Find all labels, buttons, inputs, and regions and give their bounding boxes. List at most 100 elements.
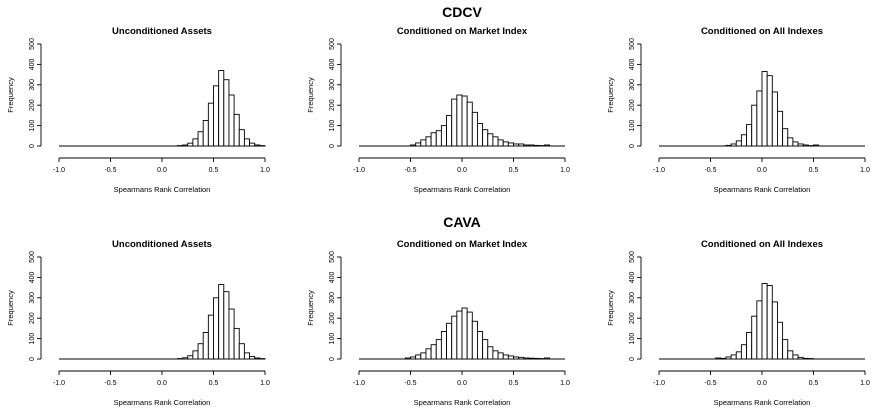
x-tick-label: -1.0	[653, 380, 665, 387]
group-title-cdcv: CDCV	[442, 4, 482, 20]
histogram-bar	[213, 297, 220, 360]
histogram-bar	[797, 356, 804, 360]
histogram-bar	[218, 284, 225, 360]
histogram-bar	[730, 354, 737, 360]
histogram-bar	[218, 70, 225, 147]
histogram-bar	[497, 139, 504, 147]
histogram-bar	[487, 133, 494, 147]
y-tick-label: 300	[629, 292, 636, 304]
x-tick-label: 0.0	[457, 167, 467, 174]
histogram-bar	[233, 113, 240, 147]
histogram-bar	[735, 140, 742, 147]
y-tick-label: 400	[629, 271, 636, 283]
histogram-bar	[513, 356, 520, 360]
histogram-bar	[777, 110, 784, 147]
histogram-bar	[487, 346, 494, 360]
histogram-bar	[725, 144, 732, 147]
histogram-bar	[415, 354, 422, 360]
y-axis-label: Frequency	[306, 290, 315, 326]
histogram-bar	[518, 356, 525, 360]
histogram-bar	[197, 343, 204, 360]
x-tick-label: -0.5	[704, 167, 716, 174]
histogram-bar	[543, 144, 551, 147]
x-axis-label: Spearmans Rank Correlation	[114, 185, 211, 194]
x-tick-label: 1.0	[560, 167, 570, 174]
x-tick-label: 1.0	[560, 380, 570, 387]
histogram-bar	[730, 143, 737, 147]
histogram-bar	[228, 94, 235, 147]
histogram-bar	[533, 144, 540, 147]
histogram-bar	[507, 142, 514, 147]
y-tick-label: 0	[29, 357, 36, 361]
histogram-bar	[502, 141, 509, 147]
histogram-bar	[182, 144, 189, 147]
y-axis-label: Frequency	[6, 77, 15, 113]
x-tick-label: 1.0	[260, 167, 270, 174]
x-tick-label: -0.5	[104, 380, 116, 387]
histogram-bar	[482, 129, 489, 147]
histogram-bar	[782, 339, 789, 360]
histogram-bar	[715, 357, 722, 360]
histogram-bar	[456, 94, 463, 147]
histogram-bar	[720, 357, 727, 360]
histogram-bar	[543, 357, 551, 360]
y-tick-label: 0	[29, 144, 36, 148]
histogram-bar	[766, 75, 773, 147]
histogram-bar	[466, 311, 473, 360]
x-axis-label: Spearmans Rank Correlation	[114, 398, 211, 407]
histogram-bar	[228, 308, 235, 360]
histogram-bar	[404, 357, 411, 360]
histogram-bar	[420, 139, 427, 147]
histogram-bar	[223, 291, 230, 360]
y-tick-label: 500	[629, 38, 636, 50]
x-tick-label: 1.0	[260, 380, 270, 387]
histogram-bar	[435, 130, 442, 147]
histogram-bar	[420, 352, 427, 360]
panel-title: Conditioned on Market Index	[397, 26, 528, 37]
histogram-panel: Conditioned on All Indexes -1.0 -0.5 0.0 0.5…	[606, 239, 870, 407]
histogram-bar	[802, 357, 809, 360]
histogram-bar	[410, 144, 417, 147]
histogram-bar	[430, 344, 437, 360]
histogram-bar	[192, 350, 199, 360]
histogram-bar	[187, 355, 194, 360]
histogram-bar	[207, 314, 214, 360]
y-tick-label: 200	[329, 99, 336, 111]
histogram-bar	[735, 351, 742, 360]
y-tick-label: 400	[29, 271, 36, 283]
x-tick-label: -0.5	[404, 380, 416, 387]
histogram-bar	[507, 355, 514, 360]
histogram-bar	[213, 85, 220, 147]
histogram-bar	[740, 344, 748, 360]
histogram-bar	[523, 144, 530, 147]
histogram-bar	[725, 356, 732, 360]
histogram-bar	[777, 321, 784, 360]
x-tick-label: -0.5	[104, 167, 116, 174]
y-tick-label: 500	[329, 251, 336, 263]
x-tick-label: -0.5	[404, 167, 416, 174]
x-tick-label: 1.0	[860, 380, 870, 387]
x-tick-label: -1.0	[653, 167, 665, 174]
histogram-bar	[787, 350, 794, 360]
panels: Unconditioned Assets -1.0 -0.5 0.0 0.5 1.0 Spe…	[6, 26, 870, 407]
histogram-bar	[446, 114, 453, 147]
x-tick-label: -0.5	[704, 380, 716, 387]
histogram-bar	[440, 331, 447, 360]
y-tick-label: 500	[29, 38, 36, 50]
histogram-bar	[192, 138, 199, 147]
histogram-bar	[756, 300, 763, 360]
histogram-bar	[751, 315, 758, 360]
histogram-bar	[233, 327, 240, 360]
y-axis-label: Frequency	[606, 77, 615, 113]
histogram-bar	[528, 357, 535, 360]
histogram-bar	[482, 339, 489, 360]
y-tick-label: 200	[629, 312, 636, 324]
histogram-bar	[425, 136, 432, 147]
panel-title: Conditioned on Market Index	[397, 239, 528, 250]
histogram-bar	[802, 144, 809, 147]
histogram-bar	[254, 144, 261, 147]
y-tick-label: 100	[29, 333, 36, 345]
histogram-bar	[533, 357, 540, 360]
histogram-bar	[746, 124, 753, 147]
